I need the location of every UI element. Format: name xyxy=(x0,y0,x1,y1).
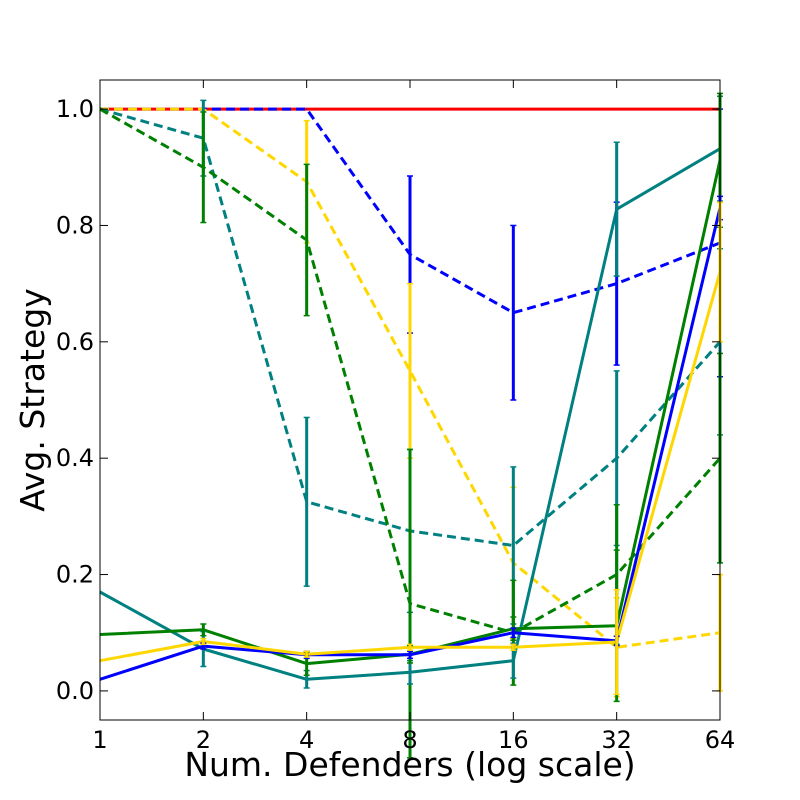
error-bar-yellow-4 xyxy=(510,643,517,651)
x-tick-label-6: 64 xyxy=(705,726,736,754)
x-tick-label-3: 8 xyxy=(402,726,417,754)
x-tick-label-2: 4 xyxy=(299,726,314,754)
x-tick-label-4: 16 xyxy=(498,726,529,754)
error-bar-yellow-1 xyxy=(200,637,207,646)
error-bar-green-dashed-3 xyxy=(407,448,413,759)
data-point-red-4 xyxy=(512,108,514,110)
error-bar-blue-4 xyxy=(510,627,517,639)
error-bar-yellow-3 xyxy=(407,643,413,651)
data-point-blue-dashed-2 xyxy=(306,108,308,110)
y-tick-label-5: 1.0 xyxy=(56,95,94,123)
data-point-red-3 xyxy=(409,108,411,110)
y-tick-label-4: 0.8 xyxy=(56,211,94,239)
error-bar-green-dashed-1 xyxy=(200,111,207,224)
y-tick-label-2: 0.4 xyxy=(56,444,94,472)
error-bar-blue-3 xyxy=(407,650,413,660)
error-bar-green-dashed-2 xyxy=(303,163,310,317)
x-tick-label-5: 32 xyxy=(601,726,632,754)
y-axis-label: Avg. Strategy xyxy=(13,288,52,512)
y-axis: 0.0 0.2 0.4 0.6 0.8 1.0 xyxy=(56,95,720,705)
error-bar-yellow-5 xyxy=(613,588,620,696)
x-axis-label: Num. Defenders (log scale) xyxy=(184,745,635,784)
error-bar-yellow-2 xyxy=(303,650,310,658)
error-bar-green-1 xyxy=(200,623,207,637)
data-point-red-5 xyxy=(616,108,618,110)
x-tick-label-1: 2 xyxy=(196,726,211,754)
error-bar-teal-dashed-2 xyxy=(303,416,310,587)
y-tick-label-0: 0.0 xyxy=(56,677,94,705)
error-bar-teal-5 xyxy=(613,141,620,277)
y-tick-label-3: 0.6 xyxy=(56,328,94,356)
error-bar-blue-dashed-4 xyxy=(510,224,517,401)
x-axis: 1 2 4 8 16 32 64 xyxy=(92,80,735,754)
x-tick-label-0: 1 xyxy=(92,726,107,754)
y-tick-label-1: 0.2 xyxy=(56,561,94,589)
